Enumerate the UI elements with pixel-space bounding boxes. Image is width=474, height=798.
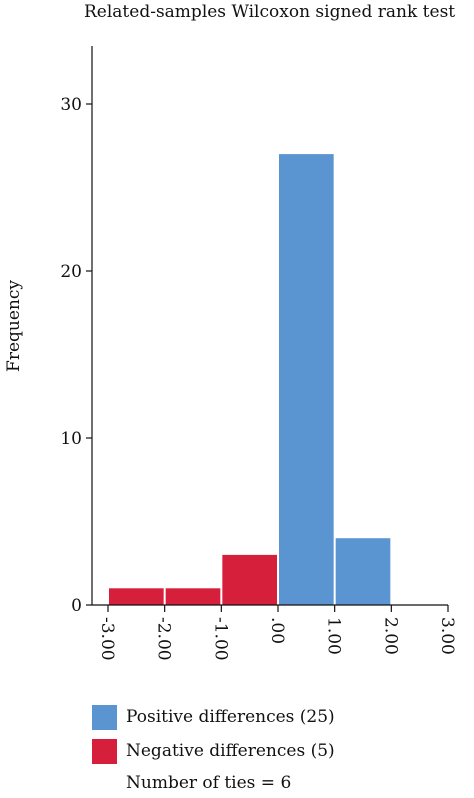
x-tick-label-1: -2.00 <box>154 617 174 661</box>
legend-item-negative: Negative differences (5) <box>92 734 335 768</box>
y-tick-label-0: 0 <box>71 596 82 616</box>
legend-swatch-negative <box>92 738 117 764</box>
ties-note: Number of ties = 6 <box>126 773 292 793</box>
bar-negative-0 <box>109 588 164 605</box>
y-tick-label-20: 20 <box>60 262 82 282</box>
x-tick-label-0: -3.00 <box>97 617 117 661</box>
legend-label-negative: Negative differences (5) <box>126 741 335 761</box>
x-tick-label-4: 1.00 <box>324 617 344 655</box>
legend-item-positive: Positive differences (25) <box>92 700 335 734</box>
x-tick-label-2: -1.00 <box>210 617 230 661</box>
legend: Positive differences (25) Negative diffe… <box>92 700 335 798</box>
chart-title: Related-samples Wilcoxon signed rank tes… <box>84 2 456 22</box>
legend-label-positive: Positive differences (25) <box>126 707 335 727</box>
bar-positive-0 <box>279 154 334 605</box>
x-tick-label-3: .00 <box>267 617 287 644</box>
y-tick-label-30: 30 <box>60 95 82 115</box>
bar-negative-2 <box>222 554 277 605</box>
y-axis-label: Frequency <box>4 280 24 372</box>
legend-swatch-positive <box>92 704 117 730</box>
x-tick-label-5: 2.00 <box>380 617 400 655</box>
histogram-chart: 0 10 20 30 Frequency -3.00 -2.00 -1.00 .00 1.00 2.… <box>4 46 457 661</box>
y-tick-label-10: 10 <box>60 429 82 449</box>
x-tick-label-6: 3.00 <box>437 617 457 655</box>
bar-negative-1 <box>165 588 221 605</box>
bar-positive-1 <box>335 538 391 605</box>
